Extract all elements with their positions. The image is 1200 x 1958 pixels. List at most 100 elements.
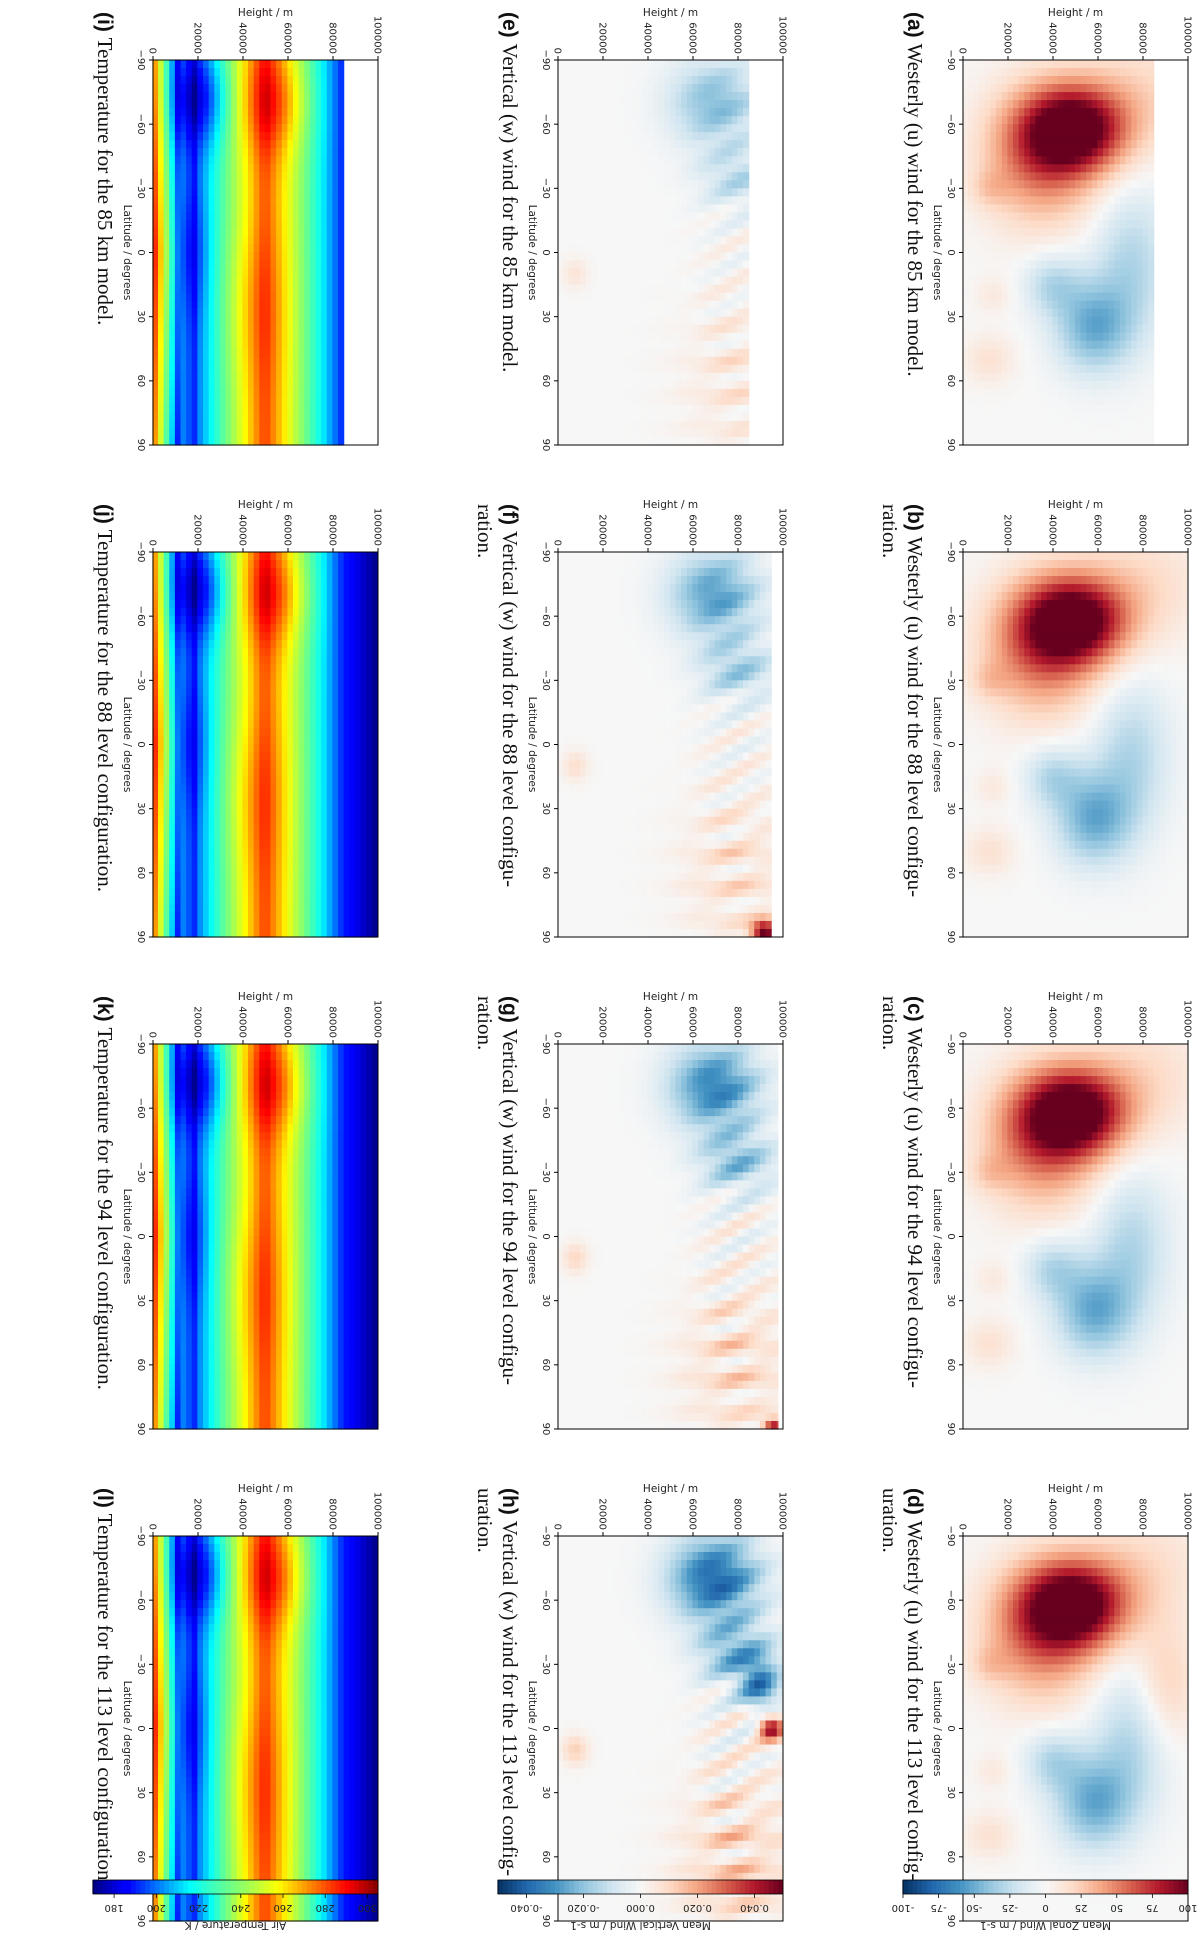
heat-cell bbox=[1024, 928, 1031, 938]
heat-cell bbox=[1052, 560, 1059, 569]
heat-cell bbox=[1080, 1404, 1087, 1414]
heat-cell bbox=[1103, 576, 1110, 585]
heat-cell bbox=[1114, 1332, 1121, 1342]
heat-cell bbox=[1069, 720, 1076, 730]
heat-cell bbox=[1007, 736, 1014, 746]
heat-cell bbox=[1063, 1044, 1070, 1053]
heat-cell bbox=[1029, 260, 1037, 270]
heat-cell bbox=[1052, 1260, 1059, 1270]
heat-cell bbox=[1018, 856, 1025, 866]
heat-cell bbox=[1148, 672, 1155, 681]
heat-cell bbox=[1063, 808, 1070, 818]
heat-cell bbox=[1052, 1404, 1059, 1414]
heat-cell bbox=[990, 896, 997, 906]
heat-cell bbox=[1046, 1244, 1053, 1254]
heat-cell bbox=[996, 768, 1003, 778]
heat-cell bbox=[1013, 1084, 1020, 1093]
heat-cell bbox=[1119, 832, 1127, 842]
heat-cell bbox=[1046, 428, 1053, 438]
heat-cell bbox=[1091, 1292, 1098, 1302]
heat-cell bbox=[1159, 568, 1166, 577]
heat-cell bbox=[1052, 1076, 1059, 1085]
heat-cell bbox=[1074, 108, 1082, 117]
heat-cell bbox=[1142, 568, 1149, 577]
heat-cell bbox=[1086, 340, 1093, 350]
heat-cell bbox=[996, 664, 1003, 673]
heat-cell bbox=[1103, 1372, 1110, 1382]
heat-cell bbox=[1119, 1060, 1127, 1069]
heat-cell bbox=[1080, 1228, 1087, 1238]
heat-cell bbox=[1142, 760, 1149, 770]
heat-cell bbox=[1125, 816, 1132, 826]
heat-cell bbox=[1097, 1316, 1104, 1326]
heat-cell bbox=[1148, 760, 1155, 770]
heat-cell bbox=[1018, 1188, 1025, 1198]
heat-cell bbox=[1080, 1156, 1087, 1165]
heat-cell bbox=[968, 656, 975, 665]
heat-cell bbox=[1007, 1372, 1014, 1382]
heat-cell bbox=[1058, 324, 1065, 334]
heat-cell bbox=[1035, 212, 1042, 222]
heat-cell bbox=[1086, 292, 1093, 302]
heat-cell bbox=[1103, 204, 1110, 214]
heat-cell bbox=[1041, 896, 1048, 906]
heat-cell bbox=[1058, 1340, 1065, 1350]
heat-cell bbox=[1024, 1076, 1031, 1085]
heat-cell bbox=[979, 736, 986, 746]
heat-cell bbox=[962, 428, 969, 438]
heat-cell bbox=[1086, 760, 1093, 770]
heat-cell bbox=[1069, 1172, 1076, 1181]
heat-cell bbox=[1074, 864, 1082, 874]
heat-cell bbox=[1074, 124, 1082, 133]
heat-cell bbox=[1074, 1044, 1082, 1053]
heat-cell bbox=[1114, 1252, 1121, 1262]
heat-cell bbox=[1058, 308, 1065, 318]
heat-cell bbox=[1097, 268, 1104, 278]
heat-cell bbox=[1086, 372, 1093, 382]
heat-cell bbox=[990, 1396, 997, 1406]
heat-cell bbox=[1074, 832, 1082, 842]
heat-cell bbox=[962, 1412, 969, 1422]
heat-cell bbox=[1119, 372, 1127, 382]
heat-cell bbox=[1001, 1236, 1008, 1246]
heat-cell bbox=[973, 108, 980, 117]
heat-cell bbox=[1063, 616, 1070, 625]
heat-cell bbox=[1103, 1044, 1110, 1053]
heat-cell bbox=[996, 760, 1003, 770]
heat-cell bbox=[1052, 412, 1059, 422]
heat-cell bbox=[1001, 1212, 1008, 1222]
heat-cell bbox=[962, 856, 969, 866]
heat-cell bbox=[1052, 1356, 1059, 1366]
heat-cell bbox=[1013, 648, 1020, 657]
heat-cell bbox=[979, 1252, 986, 1262]
heat-cell bbox=[962, 92, 969, 101]
heat-cell bbox=[1136, 116, 1143, 125]
heat-cell bbox=[996, 172, 1003, 181]
heat-cell bbox=[1074, 1236, 1082, 1246]
heat-cell bbox=[1035, 704, 1042, 714]
heat-cell bbox=[1052, 212, 1059, 222]
heat-cell bbox=[1041, 396, 1048, 406]
heat-cell bbox=[1007, 1044, 1014, 1053]
heat-cell bbox=[1007, 1396, 1014, 1406]
heat-cell bbox=[1148, 624, 1155, 633]
heat-cell bbox=[1041, 840, 1048, 850]
heat-cell bbox=[1041, 180, 1048, 189]
heat-cell bbox=[1041, 436, 1048, 446]
heat-cell bbox=[1148, 284, 1155, 294]
heat-cell bbox=[1035, 1164, 1042, 1173]
heat-cell bbox=[1097, 1172, 1104, 1181]
heat-cell bbox=[1046, 720, 1053, 730]
heat-cell bbox=[1091, 1140, 1098, 1149]
heat-cell bbox=[1029, 1052, 1037, 1061]
heat-cell bbox=[1131, 560, 1138, 569]
heat-cell bbox=[1074, 1052, 1082, 1061]
heat-cell bbox=[1114, 856, 1121, 866]
heat-cell bbox=[979, 60, 986, 69]
heat-cell bbox=[1086, 824, 1093, 834]
heat-cell bbox=[1097, 808, 1104, 818]
heat-cell bbox=[962, 688, 969, 697]
heat-cell bbox=[1176, 640, 1183, 649]
heat-cell bbox=[1001, 768, 1008, 778]
heat-cell bbox=[979, 720, 986, 730]
